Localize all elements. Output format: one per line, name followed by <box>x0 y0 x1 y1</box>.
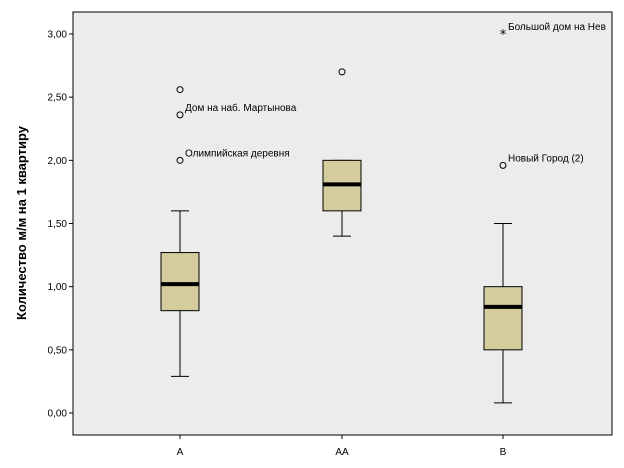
outlier-label: Дом на наб. Мартынова <box>185 102 297 114</box>
outlier-extreme-marker: * <box>500 28 507 43</box>
y-axis: 0,00 0,50 1,00 1,50 2,00 2,50 3,00 <box>48 30 73 420</box>
box-iqr <box>160 252 200 312</box>
y-tick-label: 1,50 <box>48 219 68 230</box>
box-aa <box>322 68 362 237</box>
outlier-marker <box>499 161 507 169</box>
outlier-label: Большой дом на Нев <box>508 22 606 33</box>
x-axis: A AA B <box>177 435 507 458</box>
x-tick-label: AA <box>335 447 349 458</box>
box-b: *Большой дом на Нев Новый Город (2) <box>483 22 606 404</box>
y-tick-label: 2,50 <box>48 93 68 104</box>
y-tick-label: 0,50 <box>48 345 68 356</box>
y-tick-label: 1,00 <box>48 282 68 293</box>
outlier-marker <box>176 111 184 119</box>
outlier-marker <box>176 156 184 164</box>
outlier-label: Олимпийская деревня <box>185 148 290 159</box>
box-a: Дом на наб. Мартынова Олимпийская деревня <box>160 86 297 377</box>
x-tick-label: B <box>500 447 507 458</box>
box-iqr <box>483 286 523 351</box>
y-axis-label: Количество м/м на 1 квартиру <box>14 125 29 320</box>
y-tick-label: 2,00 <box>48 156 68 167</box>
outlier-marker <box>176 86 184 94</box>
outlier-marker <box>338 68 346 76</box>
box-group: Дом на наб. Мартынова Олимпийская деревня… <box>160 22 606 404</box>
y-tick-label: 0,00 <box>48 409 68 420</box>
y-tick-label: 3,00 <box>48 30 68 41</box>
x-tick-label: A <box>177 447 184 458</box>
outlier-label: Новый Город (2) <box>508 153 584 164</box>
